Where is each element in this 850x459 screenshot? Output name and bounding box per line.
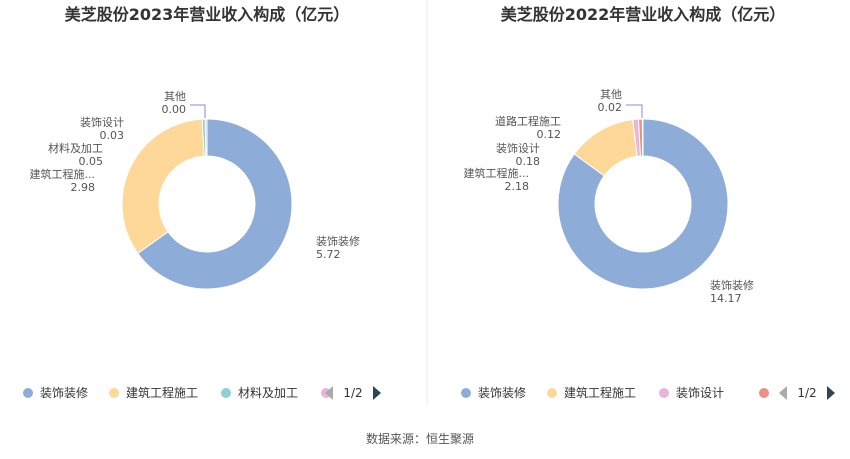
legend-marker[interactable]: [759, 388, 769, 398]
slice-value-label: 0.02: [598, 101, 623, 114]
source-note: 数据来源：恒生聚源: [366, 431, 474, 446]
legend-page-indicator: 1/2: [797, 386, 816, 400]
slice-value-label: 0.03: [100, 129, 125, 142]
slice-name-label: 装饰设计: [496, 141, 540, 155]
slice-name-label: 装饰装修: [316, 234, 360, 248]
slice-name-label: 材料及加工: [48, 141, 103, 155]
legend-item-label[interactable]: 装饰装修: [40, 385, 88, 400]
legend-page-indicator: 1/2: [343, 386, 362, 400]
chart-title: 美芝股份2022年营业收入构成（亿元）: [501, 5, 786, 24]
pie-slice[interactable]: [641, 118, 644, 157]
slice-value-label: 5.72: [316, 248, 341, 261]
legend-marker[interactable]: [23, 388, 33, 398]
slice-name-label: 建筑工程施...: [30, 167, 96, 181]
legend-marker[interactable]: [547, 388, 557, 398]
slice-name-label: 其他: [164, 90, 186, 103]
chart-title: 美芝股份2023年营业收入构成（亿元）: [65, 5, 350, 24]
legend-item-label[interactable]: 建筑工程施工: [564, 385, 636, 400]
legend-item-label[interactable]: 装饰装修: [478, 385, 526, 400]
slice-name-label: 建筑工程施...: [464, 166, 530, 180]
label-leader-line: [190, 104, 206, 118]
pie-slice[interactable]: [121, 118, 205, 255]
legend-marker[interactable]: [221, 388, 231, 398]
legend-prev-arrow[interactable]: [325, 386, 333, 400]
slice-name-label: 道路工程施工: [495, 114, 561, 128]
legend-next-arrow[interactable]: [827, 386, 835, 400]
slice-name-label: 装饰设计: [80, 115, 124, 129]
legend-marker[interactable]: [109, 388, 119, 398]
pie-slice[interactable]: [137, 118, 293, 290]
legend-prev-arrow[interactable]: [779, 386, 787, 400]
slice-value-label: 14.17: [710, 292, 742, 305]
slice-value-label: 0.05: [79, 155, 104, 168]
label-leader-line: [626, 104, 643, 118]
slice-name-label: 装饰装修: [710, 278, 754, 292]
slice-name-label: 其他: [600, 88, 622, 101]
legend-next-arrow[interactable]: [373, 386, 381, 400]
slice-value-label: 2.98: [71, 181, 96, 194]
slice-value-label: 0.12: [537, 128, 562, 141]
pie-slice[interactable]: [557, 118, 729, 290]
legend-item-label[interactable]: 建筑工程施工: [126, 385, 198, 400]
legend-marker[interactable]: [659, 388, 669, 398]
slice-value-label: 0.18: [516, 155, 541, 168]
slice-value-label: 0.00: [162, 103, 187, 116]
legend-marker[interactable]: [461, 388, 471, 398]
legend-item-label[interactable]: 装饰设计: [676, 386, 724, 400]
slice-value-label: 2.18: [505, 180, 530, 193]
legend-item-label[interactable]: 材料及加工: [238, 386, 298, 400]
